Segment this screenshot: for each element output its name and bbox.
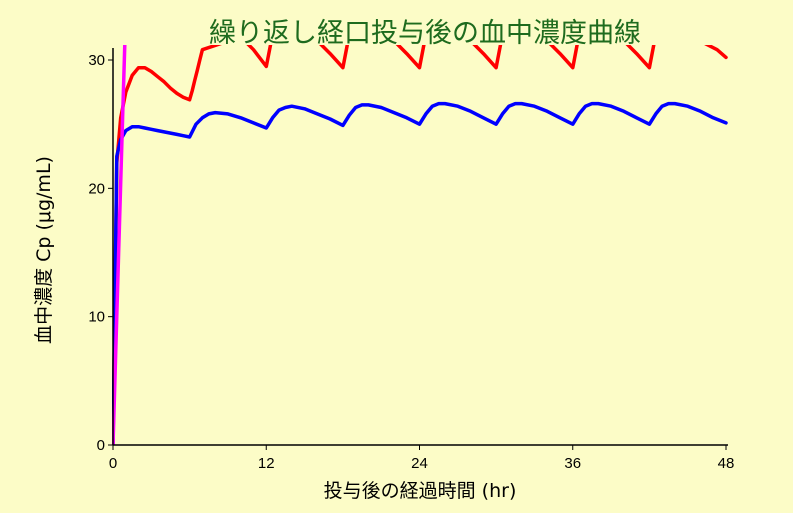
y-tick-label: 20: [88, 180, 105, 197]
x-ticks: 0 12 24 36 48: [109, 445, 735, 472]
x-tick-label: 24: [411, 455, 428, 472]
y-tick-label: 0: [97, 437, 105, 454]
x-axis-label: 投与後の経過時間 (hr): [324, 480, 517, 502]
series-layer: [112, 45, 728, 445]
y-tick-label: 10: [88, 309, 105, 326]
y-tick-label: 30: [88, 52, 105, 69]
y-ticks: 0 10 20 30: [88, 52, 113, 454]
series-line-1: [112, 45, 728, 445]
x-tick-label: 48: [718, 455, 735, 472]
x-tick-label: 12: [258, 455, 275, 472]
x-tick-label: 36: [564, 455, 581, 472]
x-tick-label: 0: [109, 455, 117, 472]
series-line-2: [112, 101, 728, 445]
series-line-3: [112, 45, 127, 445]
y-axis-label: 血中濃度 Cp (μg/mL): [33, 156, 55, 344]
chart-title: 繰り返し経口投与後の血中濃度曲線: [209, 18, 641, 49]
